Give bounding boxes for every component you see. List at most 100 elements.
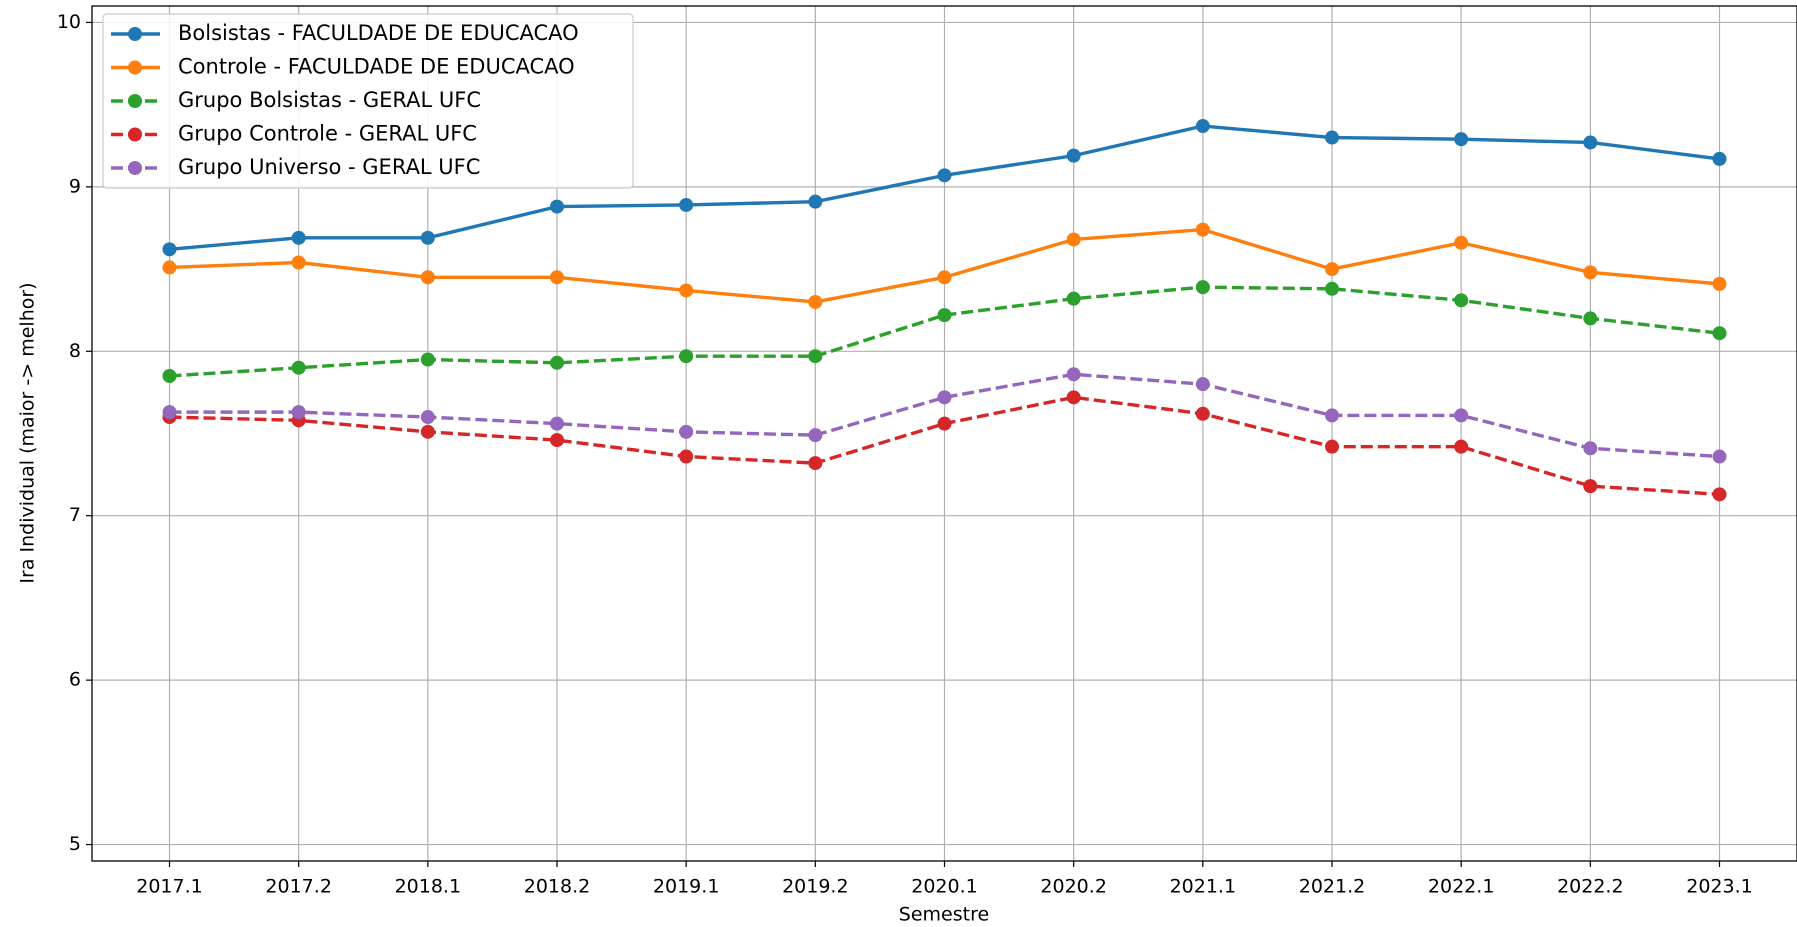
- data-point: [808, 349, 823, 364]
- y-tick-label: 6: [69, 669, 81, 691]
- legend-label: Bolsistas - FACULDADE DE EDUCACAO: [178, 21, 579, 45]
- data-point: [1325, 281, 1339, 296]
- data-point: [937, 416, 952, 431]
- data-point: [550, 270, 564, 285]
- x-tick-label: 2020.2: [1040, 876, 1106, 898]
- data-point: [937, 270, 952, 285]
- data-point: [1195, 280, 1210, 295]
- data-point: [1583, 135, 1598, 150]
- data-point: [1195, 406, 1210, 421]
- data-point: [1583, 311, 1598, 326]
- data-point: [1454, 235, 1469, 250]
- legend-label: Grupo Universo - GERAL UFC: [178, 155, 480, 179]
- legend-label: Grupo Controle - GERAL UFC: [178, 122, 477, 146]
- data-point: [1066, 367, 1081, 382]
- legend-label: Grupo Bolsistas - GERAL UFC: [178, 88, 481, 112]
- data-point: [420, 410, 435, 425]
- data-point: [162, 368, 177, 383]
- data-point: [420, 352, 435, 367]
- data-point: [1066, 390, 1081, 405]
- data-point: [550, 199, 564, 214]
- data-point: [679, 283, 694, 298]
- x-tick-label: 2022.2: [1557, 876, 1623, 898]
- data-point: [1712, 326, 1727, 341]
- data-point: [1195, 377, 1210, 392]
- data-point: [1712, 449, 1727, 464]
- data-point: [420, 230, 435, 245]
- data-point: [1325, 408, 1339, 423]
- data-point: [162, 260, 177, 275]
- data-point: [1066, 291, 1081, 306]
- x-tick-label: 2021.1: [1170, 876, 1236, 898]
- legend-box: [102, 13, 634, 189]
- data-point: [162, 242, 177, 257]
- x-tick-label: 2023.1: [1686, 876, 1752, 898]
- x-tick-label: 2021.2: [1299, 876, 1365, 898]
- x-tick-label: 2019.2: [782, 876, 848, 898]
- y-tick-label: 9: [69, 175, 81, 197]
- data-point: [1712, 151, 1727, 166]
- data-point: [550, 355, 564, 370]
- y-axis-label: Ira Individual (maior -> melhor): [17, 282, 39, 583]
- data-point: [1195, 222, 1210, 237]
- x-tick-label: 2018.2: [524, 876, 590, 898]
- x-tick-label: 2017.2: [265, 876, 331, 898]
- data-point: [1325, 262, 1339, 277]
- legend-marker: [128, 60, 142, 75]
- legend-marker: [128, 161, 142, 175]
- x-tick-label: 2019.1: [653, 876, 719, 898]
- data-point: [937, 390, 952, 405]
- data-point: [808, 194, 823, 209]
- data-point: [550, 433, 564, 448]
- data-point: [1066, 148, 1081, 163]
- data-point: [550, 416, 564, 431]
- data-point: [291, 230, 306, 245]
- data-point: [679, 349, 694, 364]
- data-point: [1325, 130, 1339, 145]
- data-point: [1454, 293, 1469, 308]
- data-point: [808, 428, 823, 443]
- data-point: [679, 449, 694, 464]
- data-point: [1454, 132, 1469, 147]
- data-point: [420, 270, 435, 285]
- data-point: [1454, 439, 1469, 454]
- data-point: [1195, 119, 1210, 134]
- x-tick-label: 2022.1: [1428, 876, 1494, 898]
- plot-data: [162, 119, 1727, 502]
- y-tick-label: 8: [69, 340, 81, 362]
- data-point: [291, 405, 306, 420]
- legend-marker: [128, 94, 142, 108]
- legend-marker: [128, 127, 142, 142]
- legend-label: Controle - FACULDADE DE EDUCACAO: [178, 55, 575, 79]
- data-point: [1454, 408, 1469, 423]
- data-point: [1712, 487, 1727, 502]
- data-point: [679, 197, 694, 212]
- data-point: [1583, 265, 1598, 280]
- axes-frame: [91, 5, 1797, 862]
- data-point: [808, 294, 823, 309]
- data-point: [420, 424, 435, 439]
- data-point: [1066, 232, 1081, 247]
- data-point: [937, 168, 952, 183]
- data-point: [291, 255, 306, 270]
- data-point: [679, 424, 694, 439]
- x-tick-label: 2017.1: [136, 876, 202, 898]
- data-point: [1583, 479, 1598, 494]
- x-tick-label: 2018.1: [395, 876, 461, 898]
- data-point: [808, 456, 823, 471]
- x-tick-label: 2020.1: [911, 876, 977, 898]
- data-point: [162, 405, 177, 420]
- x-axis-label: Semestre: [899, 904, 989, 926]
- data-point: [1325, 439, 1339, 454]
- legend: Bolsistas - FACULDADE DE EDUCACAO Control…: [102, 13, 634, 189]
- data-point: [291, 360, 306, 375]
- y-tick-label: 7: [69, 504, 81, 526]
- data-point: [1583, 441, 1598, 456]
- legend-marker: [128, 27, 142, 41]
- y-tick-label: 10: [57, 11, 81, 33]
- y-tick-label: 5: [69, 833, 81, 855]
- data-point: [937, 308, 952, 323]
- data-point: [1712, 276, 1727, 291]
